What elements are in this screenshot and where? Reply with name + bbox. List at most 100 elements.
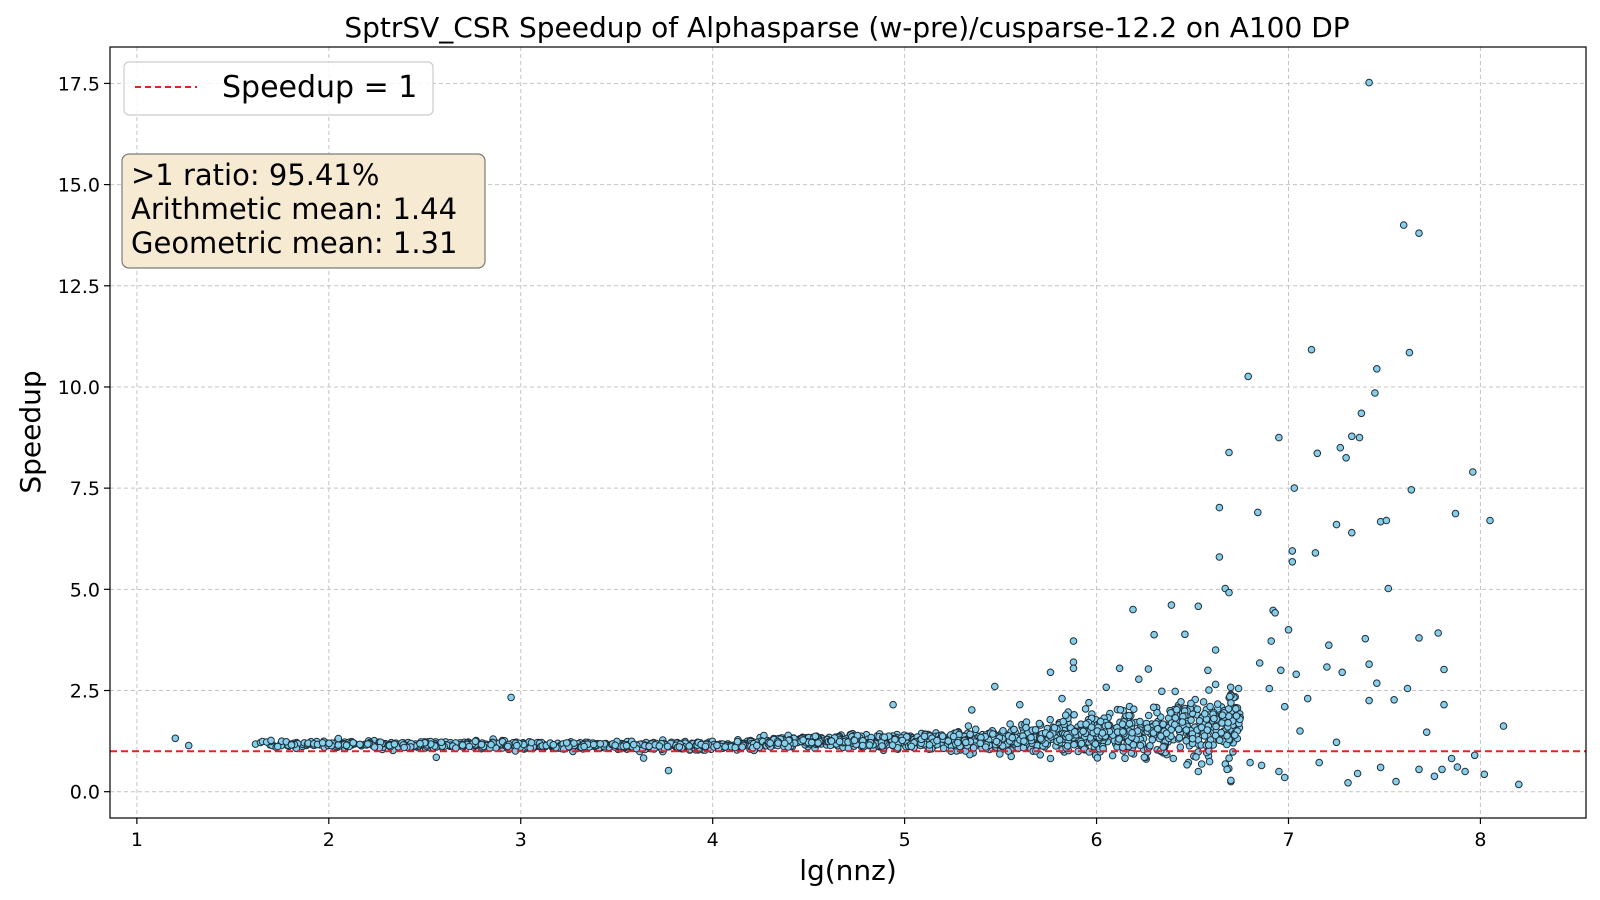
scatter-point-outlier: [1145, 666, 1152, 673]
x-tick-label: 2: [323, 829, 335, 851]
scatter-point: [859, 742, 866, 749]
scatter-point-outlier: [1047, 669, 1054, 676]
y-tick-label: 17.5: [58, 73, 100, 95]
legend-label: Speedup = 1: [222, 70, 417, 105]
scatter-point: [1021, 738, 1028, 745]
scatter-point: [939, 733, 946, 740]
scatter-point: [722, 744, 729, 751]
scatter-point-outlier: [1070, 638, 1077, 645]
scatter-point: [714, 742, 721, 749]
scatter-point: [1047, 716, 1054, 723]
y-tick-label: 15.0: [58, 175, 100, 197]
scatter-point-outlier: [1391, 697, 1398, 704]
scatter-point: [851, 737, 858, 744]
y-tick-label: 0.0: [70, 782, 100, 804]
scatter-point-outlier: [508, 694, 515, 701]
scatter-point: [472, 738, 479, 745]
scatter-point-outlier: [1070, 665, 1077, 672]
scatter-point-outlier: [1454, 764, 1461, 771]
x-tick-label: 6: [1091, 829, 1103, 851]
scatter-point-outlier: [969, 707, 976, 714]
scatter-point: [335, 735, 342, 742]
scatter-point-outlier: [1462, 768, 1469, 775]
scatter-point: [1179, 719, 1186, 726]
scatter-point: [1214, 701, 1221, 708]
scatter-point: [630, 741, 637, 748]
scatter-point-outlier: [1256, 660, 1263, 667]
scatter-point-outlier: [1400, 222, 1407, 229]
stats-geometric-mean-text: Geometric mean: 1.31: [131, 226, 457, 260]
scatter-point: [1080, 728, 1087, 735]
scatter-point-outlier: [1205, 667, 1212, 674]
scatter-point: [739, 744, 746, 751]
scatter-point: [350, 740, 357, 747]
scatter-point-outlier: [1314, 450, 1321, 457]
scatter-point: [1202, 711, 1209, 718]
scatter-point-outlier: [1212, 681, 1219, 688]
scatter-point-outlier: [1289, 559, 1296, 566]
scatter-point: [1189, 735, 1196, 742]
scatter-point-outlier: [1435, 630, 1442, 637]
scatter-point-outlier: [1337, 444, 1344, 451]
scatter-point: [1071, 741, 1078, 748]
scatter-point: [1147, 742, 1154, 749]
scatter-point-outlier: [1266, 685, 1273, 692]
scatter-point-outlier: [1345, 780, 1352, 787]
scatter-point-outlier: [1349, 433, 1356, 440]
scatter-point: [1200, 699, 1207, 706]
scatter-point: [1206, 687, 1213, 694]
scatter-point-outlier: [1103, 684, 1110, 691]
scatter-point: [926, 742, 933, 749]
scatter-point: [505, 743, 512, 750]
scatter-point: [1097, 718, 1104, 725]
scatter-point: [828, 738, 835, 745]
scatter-point: [1227, 693, 1234, 700]
scatter-point: [391, 741, 398, 748]
scatter-point: [1163, 730, 1170, 737]
scatter-point-outlier: [1393, 778, 1400, 785]
scatter-point-outlier: [1416, 766, 1423, 773]
scatter-point-outlier: [1047, 755, 1054, 762]
scatter-point-outlier: [1377, 764, 1384, 771]
scatter-point-outlier: [1366, 697, 1373, 704]
scatter-point: [1119, 721, 1126, 728]
scatter-point: [343, 742, 350, 749]
scatter-point: [656, 743, 663, 750]
scatter-point-outlier: [1276, 768, 1283, 775]
scatter-point-outlier: [1333, 521, 1340, 528]
scatter-point: [1176, 734, 1183, 741]
x-tick-label: 7: [1282, 829, 1294, 851]
scatter-point: [459, 742, 466, 749]
scatter-point: [1184, 762, 1191, 769]
scatter-point: [1117, 707, 1124, 714]
scatter-point: [993, 738, 1000, 745]
scatter-point: [899, 737, 906, 744]
scatter-point-outlier: [1439, 766, 1446, 773]
scatter-point: [1216, 737, 1223, 744]
scatter-point-outlier: [1245, 373, 1252, 380]
scatter-point: [1071, 712, 1078, 719]
scatter-point: [1232, 732, 1239, 739]
scatter-point: [1032, 727, 1039, 734]
scatter-point: [889, 742, 896, 749]
x-tick-label: 5: [899, 829, 911, 851]
scatter-point-outlier: [1281, 703, 1288, 710]
scatter-point: [1122, 755, 1129, 762]
scatter-point: [836, 738, 843, 745]
scatter-point: [1144, 725, 1151, 732]
scatter-point-outlier: [1255, 509, 1262, 516]
scatter-point-outlier: [1423, 729, 1430, 736]
scatter-point: [1154, 726, 1161, 733]
scatter-point-outlier: [1408, 487, 1415, 494]
scatter-point-outlier: [433, 754, 440, 761]
scatter-point-outlier: [1216, 504, 1223, 511]
scatter-point-outlier: [1268, 638, 1275, 645]
scatter-point: [1198, 761, 1205, 768]
scatter-point-outlier: [1297, 728, 1304, 735]
scatter-point-outlier: [1431, 773, 1438, 780]
scatter-point-outlier: [1404, 685, 1411, 692]
scatter-point-outlier: [992, 683, 999, 690]
scatter-point-outlier: [1481, 771, 1488, 778]
scatter-point: [1130, 742, 1137, 749]
